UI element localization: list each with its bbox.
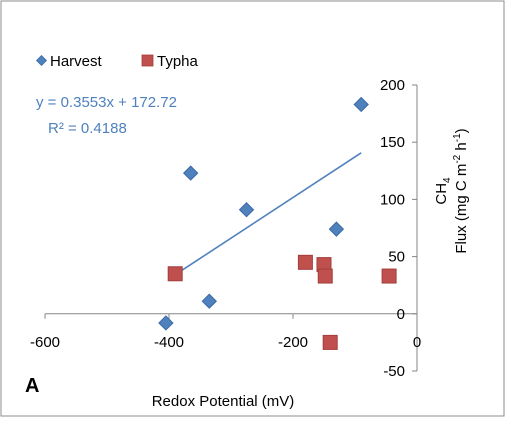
y-axis-title-line2: Flux (mg C m-2 h-1) — [452, 128, 470, 253]
typha-point — [317, 268, 333, 284]
x-tick-label: -600 — [30, 334, 60, 351]
harvest-point — [353, 96, 369, 113]
harvest-point — [238, 201, 255, 218]
legend: Harvest Typha — [35, 53, 199, 70]
legend-item-typha: Typha — [141, 53, 199, 70]
y-axis-title-line1: CH4 — [433, 177, 453, 205]
x-tick-label: -400 — [154, 334, 184, 351]
y-tick-label: 200 — [380, 77, 405, 94]
harvest-point — [158, 315, 174, 331]
harvest-trendline — [174, 152, 362, 276]
harvest-point — [328, 221, 345, 237]
legend-item-harvest: Harvest — [35, 53, 103, 70]
series-harvest — [158, 96, 369, 331]
y-tick-label: 150 — [380, 134, 405, 151]
harvest-point — [182, 165, 199, 181]
y-tick-label: 0 — [397, 306, 405, 323]
series-typha — [167, 254, 397, 350]
typha-point — [297, 254, 313, 270]
y-axis-ticks: -50 0 50 100 150 200 — [380, 77, 417, 380]
trendline-equation: y = 0.3553x + 172.72 — [36, 94, 177, 111]
typha-marker-icon — [141, 54, 154, 67]
x-axis-ticks: -600 -400 -200 0 — [30, 313, 421, 351]
legend-label-harvest: Harvest — [50, 53, 103, 70]
y-tick-label: 50 — [388, 249, 405, 266]
typha-point — [381, 268, 397, 284]
legend-label-typha: Typha — [157, 53, 199, 70]
typha-point — [322, 334, 338, 350]
x-tick-label: -200 — [278, 334, 308, 351]
x-tick-label: 0 — [413, 334, 421, 351]
y-tick-label: -50 — [383, 363, 405, 380]
trendline-r-squared: R² = 0.4188 — [48, 120, 127, 137]
harvest-point — [201, 293, 218, 309]
panel-label: A — [25, 375, 39, 397]
axes: -600 -400 -200 0 -50 0 50 100 150 200 — [30, 77, 421, 380]
harvest-marker-icon — [35, 54, 48, 67]
x-axis-title: Redox Potential (mV) — [152, 393, 295, 410]
typha-point — [167, 266, 183, 282]
y-axis-title: CH4 Flux (mg C m-2 h-1) — [433, 128, 470, 253]
y-tick-label: 100 — [380, 191, 405, 208]
data-points — [158, 96, 397, 350]
